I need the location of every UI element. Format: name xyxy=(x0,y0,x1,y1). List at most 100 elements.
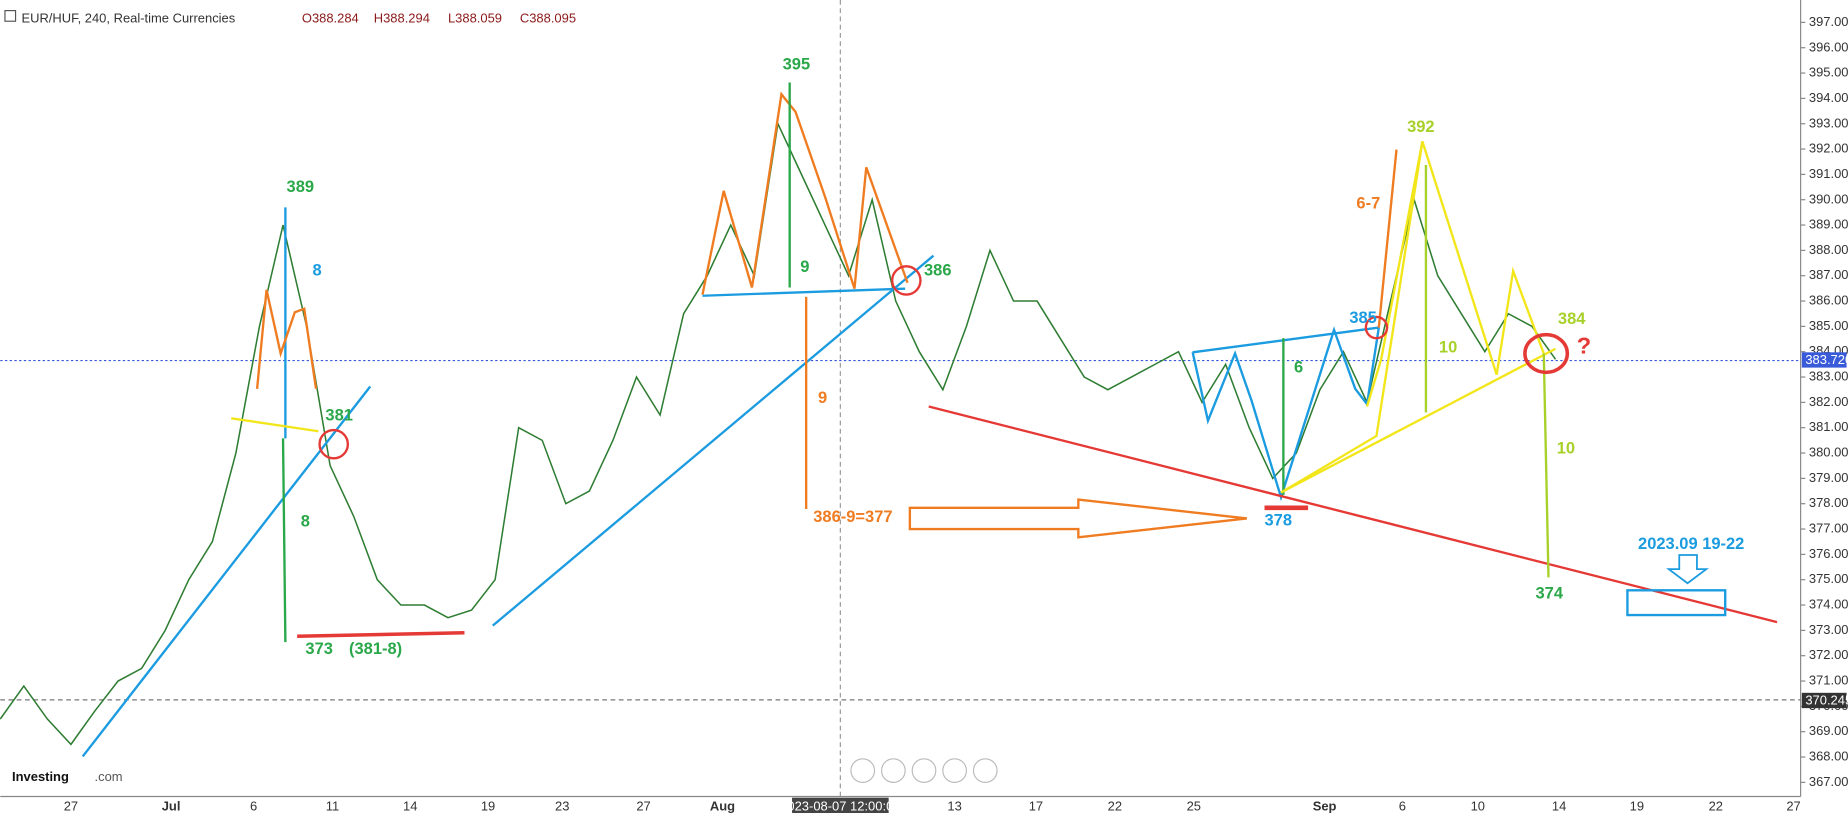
symbol: EUR/HUF, 240, Real-time Currencies xyxy=(21,10,235,25)
time-label: 11 xyxy=(326,799,339,813)
price-label: 389.000 xyxy=(1809,217,1848,232)
last-price-tag xyxy=(1801,352,1847,368)
time-label: 13 xyxy=(947,799,961,813)
time-label: 25 xyxy=(1187,799,1201,813)
time-label: 14 xyxy=(403,799,417,813)
button[interactable] xyxy=(942,758,968,783)
price-label: 395.000 xyxy=(1809,65,1848,80)
label: 6 xyxy=(1294,358,1303,376)
label: 373 xyxy=(305,640,333,658)
time-label: 17 xyxy=(1029,799,1043,813)
label: 386-9=377 xyxy=(813,508,892,526)
circle xyxy=(1364,315,1389,340)
logo-suffix: .com xyxy=(95,769,123,784)
trend-line xyxy=(81,385,372,758)
price-label: 394.000 xyxy=(1809,90,1848,105)
label: 386 xyxy=(924,262,952,280)
label: 9 xyxy=(818,389,827,407)
button[interactable] xyxy=(972,758,998,783)
wave xyxy=(255,289,318,389)
button[interactable] xyxy=(880,758,906,783)
level-tag xyxy=(1801,692,1847,709)
price-label: 376.000 xyxy=(1809,546,1848,561)
arrow xyxy=(908,498,1247,539)
label: 8 xyxy=(312,262,321,280)
time-label: 6 xyxy=(1399,799,1406,813)
label: 6-7 xyxy=(1356,195,1380,213)
price-label: 379.000 xyxy=(1809,470,1848,485)
wave xyxy=(1191,326,1380,502)
time-label: 27 xyxy=(64,799,78,813)
measure xyxy=(281,438,287,643)
price-label: 373.000 xyxy=(1809,622,1848,637)
price-label: 375.000 xyxy=(1809,571,1848,586)
price-label: 381.000 xyxy=(1809,419,1848,434)
button[interactable] xyxy=(911,758,937,783)
price-label: 387.000 xyxy=(1809,267,1848,282)
logo: Investing xyxy=(12,769,69,784)
last-price: 383.720 xyxy=(1805,352,1848,367)
target xyxy=(1377,149,1398,328)
price-label: 391.000 xyxy=(1809,166,1848,181)
label: ? xyxy=(1577,332,1591,358)
circle xyxy=(318,428,350,460)
ohlc: L388.059 xyxy=(448,10,502,25)
neckline xyxy=(702,287,906,297)
pattern xyxy=(1280,141,1545,494)
time-label: Jul xyxy=(162,799,181,813)
label: 8 xyxy=(301,513,310,531)
label: 392 xyxy=(1407,118,1435,136)
target-box xyxy=(1626,589,1727,617)
ohlc: H388.294 xyxy=(374,10,430,25)
label: 384 xyxy=(1558,310,1586,328)
collapse-icon[interactable] xyxy=(4,10,17,22)
level-price: 370.245 xyxy=(1805,693,1848,708)
price-label: 385.000 xyxy=(1809,318,1848,333)
line xyxy=(1280,347,1557,494)
circle xyxy=(891,265,922,296)
label: (381-8) xyxy=(349,640,402,658)
time-label: Sep xyxy=(1313,799,1337,813)
ohlc: O388.284 xyxy=(302,10,359,25)
crosshair-date-tag xyxy=(792,797,889,813)
time-label: 22 xyxy=(1108,799,1122,813)
price-label: 374.000 xyxy=(1809,597,1848,612)
line xyxy=(231,417,319,433)
neckline xyxy=(1192,326,1379,354)
time-label: 27 xyxy=(636,799,650,813)
time-label: 22 xyxy=(1709,799,1723,813)
label: 381 xyxy=(325,407,353,425)
price-label: 378.000 xyxy=(1809,495,1848,510)
price-label: 388.000 xyxy=(1809,242,1848,257)
price-label: 383.000 xyxy=(1809,369,1848,384)
label: 389 xyxy=(287,178,315,196)
price-label: 367.000 xyxy=(1809,774,1848,789)
axes: 397.000 396.000 395.000 394.000 393.000 392.0… xyxy=(64,14,1848,813)
label: 374 xyxy=(1536,585,1564,603)
price-label: 392.000 xyxy=(1809,141,1848,156)
time-label: 10 xyxy=(1471,799,1485,813)
trend-line xyxy=(491,254,935,627)
pattern xyxy=(1365,141,1424,407)
price-label: 369.000 xyxy=(1809,723,1848,738)
price-label: 380.000 xyxy=(1809,445,1848,460)
time-label: 19 xyxy=(1630,799,1644,813)
price-label: 386.000 xyxy=(1809,293,1848,308)
label: 9 xyxy=(800,258,809,276)
circle xyxy=(1523,332,1570,375)
support xyxy=(297,630,465,639)
price-label: 396.000 xyxy=(1809,39,1848,54)
time-label: 23 xyxy=(555,799,569,813)
measure xyxy=(1542,353,1550,578)
label: 10 xyxy=(1439,338,1457,356)
time-label: Aug xyxy=(710,799,735,813)
label: 395 xyxy=(783,56,811,74)
time-label: 14 xyxy=(1552,799,1566,813)
wave xyxy=(701,91,909,295)
time-label: 2023-08-07 12:00:00 xyxy=(780,799,900,813)
time-label: 19 xyxy=(481,799,495,813)
button[interactable] xyxy=(850,758,876,783)
